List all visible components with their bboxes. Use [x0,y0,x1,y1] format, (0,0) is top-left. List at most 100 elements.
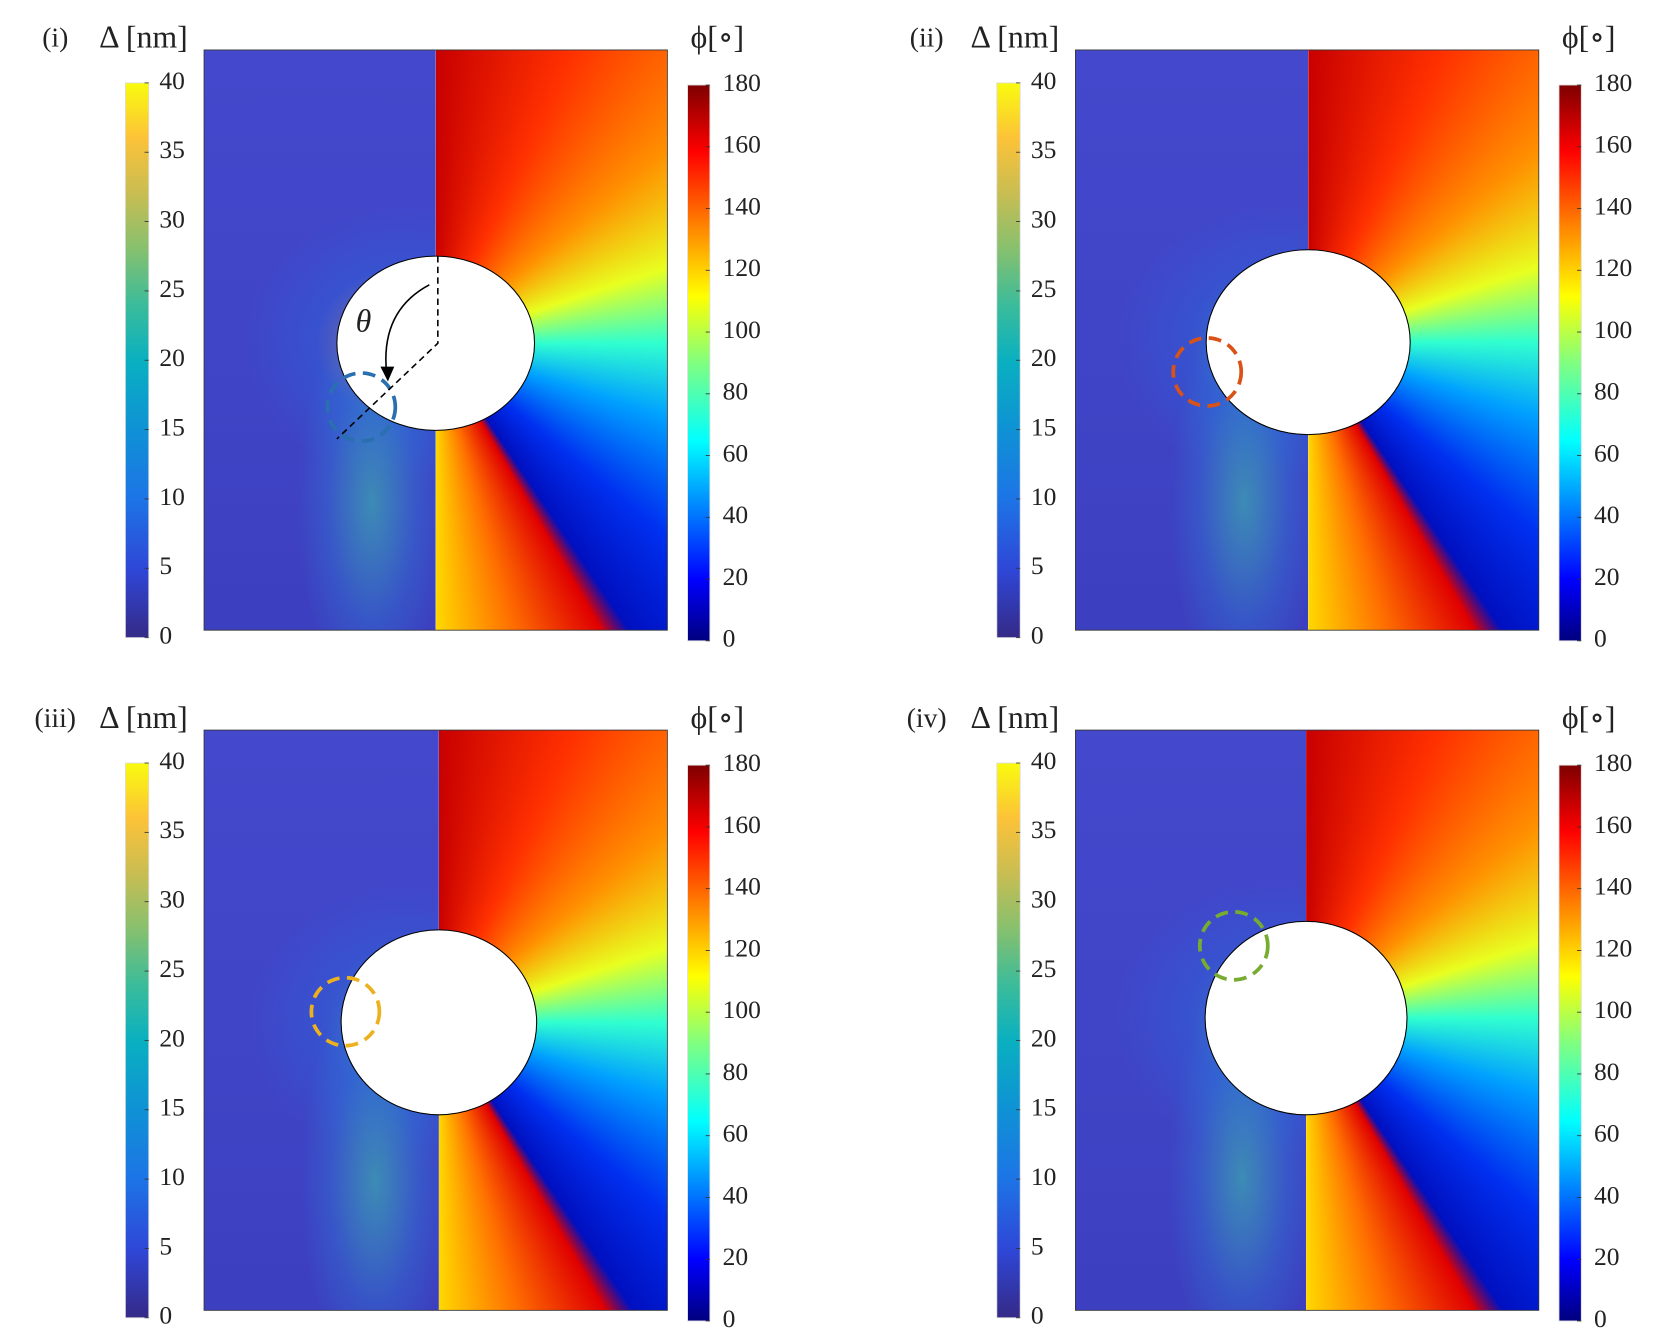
colorbar-tick-label: 10 [159,1162,184,1191]
panel: (ii) Δ [nm] 0 5 10 15 20 25 30 35 40 ϕ[∘] 0 20 40 60 80 1… [910,20,1632,653]
colorbar-tick-label: 20 [1594,1242,1619,1271]
colorbar-tick-label: 0 [1031,620,1044,649]
angle-line [336,256,439,440]
marker-circle [309,975,382,1048]
panel-label: (ii) [910,22,944,53]
colorbar-tick-label: 120 [1594,253,1632,282]
colorbar-tick-label: 180 [1594,748,1632,777]
colorbar-tick-label: 0 [159,620,172,649]
colorbar-tick-label: 100 [1594,315,1632,344]
annotation: θ [356,303,372,338]
colorbar-title: ϕ[∘] [1562,700,1616,735]
colorbar-title: ϕ[∘] [1562,20,1616,55]
colorbar-tick-label: 60 [1594,438,1619,467]
colorbar-tick-label: 120 [1594,933,1632,962]
colorbar-tick-label: 40 [1594,500,1619,529]
colorbar-tick-label: 60 [723,438,748,467]
colorbar-tick-label: 20 [159,1023,184,1052]
heatmap-frame [203,729,668,1311]
colorbar-tick-label: 20 [1031,1023,1056,1052]
colorbar-tick-label: 60 [1594,1119,1619,1148]
panel: (i) θ Δ [nm] 0 5 10 15 20 25 30 35 40 ϕ[∘] 0 20 40 60 80 1… [42,20,761,653]
colorbar-tick-label: 40 [723,1180,748,1209]
colorbar-tick-label: 15 [159,412,184,441]
colorbar-tick-label: 180 [1594,68,1632,97]
colorbar-tick-label: 35 [1031,135,1056,164]
colorbar-tick-label: 10 [159,482,184,511]
colorbar-tick-label: 160 [1594,130,1632,159]
colorbar-title: Δ [nm] [971,20,1060,55]
colorbar-tick-label: 25 [159,954,184,983]
colorbar-tick-label: 40 [1594,1180,1619,1209]
heatmap-frame [203,49,668,631]
colorbar-tick-label: 160 [1594,810,1632,839]
colorbar-tick-label: 80 [1594,1057,1619,1086]
colorbar-title: Δ [nm] [99,20,188,55]
panel: (iii) Δ [nm] 0 5 10 15 20 25 30 35 40 ϕ[∘] 0 20 40 60 80… [35,700,761,1330]
colorbar-tick-label: 5 [1031,551,1044,580]
hole [340,929,538,1116]
colorbar-title: ϕ[∘] [691,700,745,735]
colorbar-tick-label: 180 [723,68,761,97]
colorbar-tick-label: 140 [1594,191,1632,220]
panel: (iv) Δ [nm] 0 5 10 15 20 25 30 35 40 ϕ[∘] 0 20 40 60 80 1… [907,700,1633,1330]
colorbar-tick-label: 30 [1031,204,1056,233]
colorbar-tick-label: 25 [1031,274,1056,303]
colorbar-tick-label: 20 [1594,562,1619,591]
colorbar [1558,764,1582,1322]
colorbar-tick-label: 25 [1031,954,1056,983]
angle-arrow [385,284,430,376]
colorbar-tick-label: 120 [723,933,761,962]
colorbar-title: Δ [nm] [971,700,1060,735]
colorbar-tick-label: 0 [1594,624,1607,653]
colorbar-tick-label: 40 [1031,66,1056,95]
colorbar-tick-label: 5 [159,551,172,580]
colorbar-tick-label: 160 [723,130,761,159]
colorbar-tick-label: 0 [1594,1304,1607,1330]
colorbar-tick-label: 0 [159,1301,172,1330]
colorbar-tick-label: 35 [159,815,184,844]
heatmap-frame [1075,49,1540,631]
hole [1204,920,1408,1116]
hole [1205,249,1411,436]
marker-circle [1197,909,1270,982]
colorbar-tick-label: 100 [1594,995,1632,1024]
panel-label: (iv) [907,702,947,733]
colorbar [1558,84,1582,642]
colorbar-tick-label: 5 [159,1231,172,1260]
colorbar-tick-label: 100 [723,315,761,344]
heatmap-frame [1075,729,1540,1311]
colorbar-tick-label: 0 [1031,1301,1044,1330]
colorbar-tick-label: 15 [159,1093,184,1122]
marker-circle [1171,336,1244,408]
colorbar-tick-label: 10 [1031,482,1056,511]
colorbar-tick-label: 160 [723,810,761,839]
colorbar [687,84,711,642]
marker-circle [325,371,398,443]
colorbar-tick-label: 120 [723,253,761,282]
colorbar-tick-label: 0 [723,624,736,653]
colorbar-tick-label: 40 [1031,746,1056,775]
panel-label: (iii) [35,702,76,733]
colorbar-tick-label: 80 [1594,377,1619,406]
colorbar-tick-label: 35 [159,135,184,164]
colorbar-tick-label: 20 [723,1242,748,1271]
colorbar-tick-label: 140 [1594,872,1632,901]
colorbar-tick-label: 35 [1031,815,1056,844]
colorbar-tick-label: 180 [723,748,761,777]
colorbar-tick-label: 15 [1031,1093,1056,1122]
colorbar-tick-label: 100 [723,995,761,1024]
colorbar-tick-label: 0 [723,1304,736,1330]
colorbar-tick-label: 5 [1031,1231,1044,1260]
colorbar-tick-label: 20 [1031,343,1056,372]
colorbar-tick-label: 25 [159,274,184,303]
colorbar-title: Δ [nm] [99,700,188,735]
colorbar-tick-label: 10 [1031,1162,1056,1191]
colorbar-tick-label: 60 [723,1119,748,1148]
colorbar-tick-label: 20 [159,343,184,372]
colorbar-tick-label: 140 [723,191,761,220]
colorbar-tick-label: 140 [723,872,761,901]
colorbar-tick-label: 30 [159,885,184,914]
colorbar-tick-label: 80 [723,1057,748,1086]
